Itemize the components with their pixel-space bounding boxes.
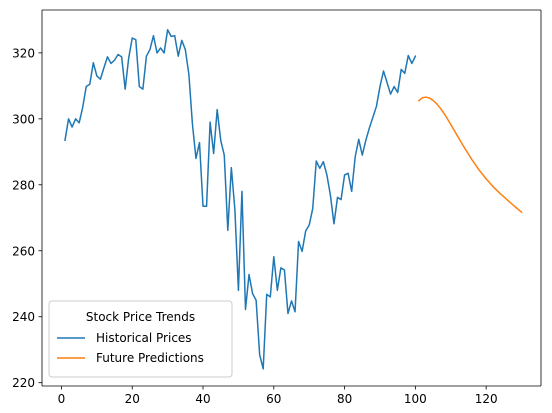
legend-label-historical-prices: Historical Prices [96, 331, 192, 345]
legend-label-future-predictions: Future Predictions [96, 351, 204, 365]
legend-box [48, 300, 233, 378]
x-tick-label: 120 [475, 392, 498, 406]
y-tick-label: 320 [12, 46, 35, 60]
y-tick-label: 220 [12, 376, 35, 390]
y-tick-label: 240 [12, 310, 35, 324]
series-line-historical-prices [64, 29, 417, 370]
x-axis: 0 20 40 60 80 100 120 [58, 386, 498, 406]
x-tick-label: 80 [337, 392, 352, 406]
x-tick-label: 60 [266, 392, 281, 406]
y-axis: 220 240 260 280 300 320 [12, 46, 42, 390]
legend: Stock Price Trends Historical Prices Fut… [48, 300, 233, 378]
y-tick-label: 260 [12, 244, 35, 258]
plot-frame [41, 9, 542, 387]
x-tick-label: 0 [58, 392, 66, 406]
legend-title: Stock Price Trends [86, 310, 195, 324]
x-tick-label: 100 [404, 392, 427, 406]
x-tick-label: 40 [195, 392, 210, 406]
x-tick-label: 20 [125, 392, 140, 406]
y-tick-label: 300 [12, 112, 35, 126]
y-tick-label: 280 [12, 178, 35, 192]
series-line-future-predictions [417, 96, 523, 214]
series-layer [64, 29, 523, 370]
